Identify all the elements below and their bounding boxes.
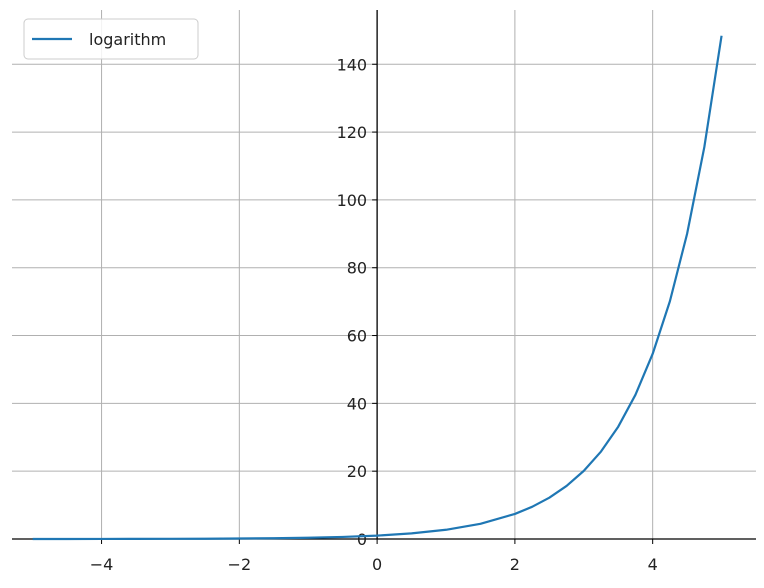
series-line-logarithm [32,35,723,541]
y-tick-label: 20 [347,462,367,481]
x-tick-label: 4 [648,555,658,574]
y-tick-label: 60 [347,327,367,346]
y-tick-label: 40 [347,394,367,413]
y-tick-label: 100 [337,191,368,210]
x-tick-label: 0 [372,555,382,574]
x-tick-label: −2 [228,555,252,574]
axes [12,10,756,540]
legend-box [23,18,199,60]
y-tick-label: 120 [337,123,368,142]
y-tick-label: 0 [357,530,367,549]
legend-label: logarithm [89,30,166,49]
legend: logarithm [23,18,199,60]
x-tick-label: 2 [510,555,520,574]
y-tick-label: 140 [337,55,368,74]
x-tick-label: −4 [90,555,114,574]
y-tick-label: 80 [347,259,367,278]
series-group [32,35,723,541]
grid-lines [12,10,756,540]
